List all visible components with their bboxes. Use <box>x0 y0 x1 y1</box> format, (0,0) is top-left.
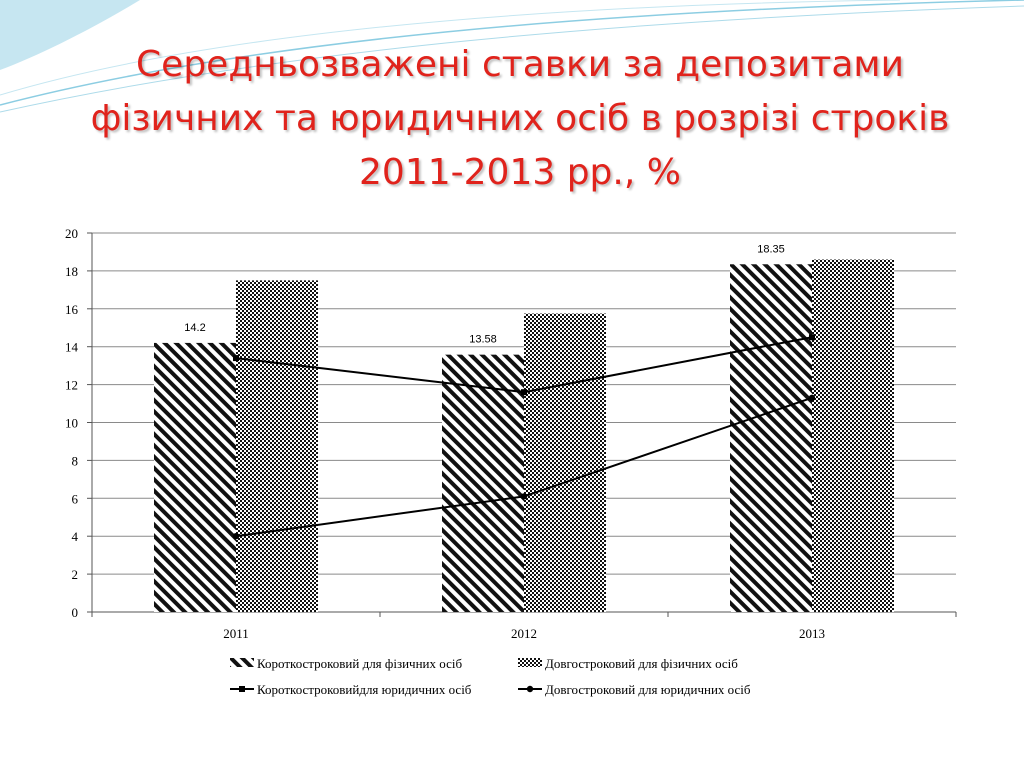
data-label: 13.58 <box>469 334 497 346</box>
line-point <box>809 334 815 341</box>
legend: Короткостроковий для фізичних осіб Довгос… <box>230 656 751 697</box>
y-tick-label: 2 <box>72 567 79 582</box>
y-tick-label: 0 <box>72 605 79 620</box>
legend-label: Короткостроковий для фізичних осіб <box>257 656 462 671</box>
line-point <box>808 394 816 402</box>
bar <box>236 280 318 612</box>
y-tick-label: 20 <box>65 226 78 241</box>
legend-marker <box>526 685 534 693</box>
lines <box>232 334 816 540</box>
slide-title: Середньозважені ставки за депозитами фіз… <box>90 44 950 193</box>
legend-swatch <box>518 658 542 667</box>
x-tick-label: 2012 <box>511 626 537 641</box>
bar <box>730 264 812 612</box>
line-point <box>232 533 240 540</box>
bar <box>442 354 524 612</box>
x-tick-label: 2013 <box>799 626 825 641</box>
data-label: 14.2 <box>184 322 205 334</box>
y-tick-label: 18 <box>65 264 78 279</box>
y-tick-label: 6 <box>72 491 79 506</box>
y-tick-label: 4 <box>72 529 79 544</box>
bars <box>154 259 894 612</box>
x-tick-label: 2011 <box>223 626 249 641</box>
labels: 14.2 13.58 18.35 <box>184 243 784 345</box>
legend-label: Довгостроковий для фізичних осіб <box>545 656 738 671</box>
y-tick-label: 8 <box>72 453 79 468</box>
bar <box>812 259 894 612</box>
bar <box>154 342 236 612</box>
line-point <box>520 493 528 500</box>
line-point <box>233 355 239 362</box>
legend-label: Довгостроковий для юридичних осіб <box>545 682 751 697</box>
legend-label: Короткостроковийдля юридичних осіб <box>257 682 472 697</box>
bar <box>524 313 606 612</box>
legend-swatch <box>230 658 254 667</box>
y-tick-label: 16 <box>65 302 79 317</box>
legend-marker <box>239 686 245 692</box>
data-label: 18.35 <box>757 243 785 255</box>
y-tick-label: 12 <box>65 378 78 393</box>
y-tick-label: 10 <box>65 416 78 431</box>
decorative-swoosh <box>0 0 1024 113</box>
y-tick-label: 14 <box>65 340 79 355</box>
line-point <box>521 389 527 396</box>
